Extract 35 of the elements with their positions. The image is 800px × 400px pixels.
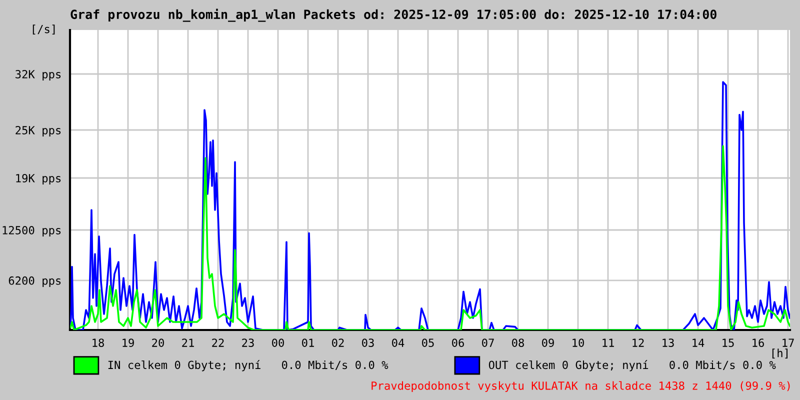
y-tick-label: 6200 pps [8,276,61,287]
x-axis-title: [h] [772,348,788,359]
x-tick-label: 19 [122,338,134,347]
x-tick-label: 16 [752,338,764,347]
x-tick-label: 05 [422,338,434,347]
x-tick-label: 02 [332,338,344,347]
x-tick-label: 12 [632,338,644,347]
x-tick-label: 14 [692,338,704,347]
x-tick-label: 08 [512,338,524,347]
x-tick-label: 07 [482,338,494,347]
legend-label: IN celkem 0 Gbyte; nyní 0.0 Mbit/s 0.0 % [108,360,388,372]
y-tick-label: 19K pps [16,174,61,185]
x-tick-label: 23 [242,338,254,347]
x-tick-label: 18 [92,338,104,347]
x-tick-label: 03 [362,338,374,347]
y-tick-label: 32K pps [16,70,61,81]
legend-label: OUT celkem 0 Gbyte; nyní 0.0 Mbit/s 0.0 % [488,360,776,372]
y-tick-label: 25K pps [16,126,61,137]
x-tick-label: 04 [392,338,404,347]
x-tick-label: 01 [302,338,314,347]
x-tick-label: 15 [722,338,734,347]
x-tick-label: 09 [542,338,554,347]
y-tick-label: 12500 pps [2,226,61,237]
y-axis-title: [/s] [32,24,55,35]
x-tick-label: 13 [662,338,674,347]
x-tick-label: 00 [272,338,284,347]
chart-title: Graf provozu nb_komin_ap1_wlan Packets od: 2025-12-09 17:05:00 do: 2025-12-10 17:04:00 [70,8,716,22]
x-tick-label: 21 [182,338,194,347]
text: Pravdepodobnost vyskytu KULATAK na skladce 1438 z 1440 (99.9 %) [372,381,790,392]
x-tick-label: 20 [152,338,164,347]
x-tick-label: 17 [782,338,794,347]
x-tick-label: 22 [212,338,224,347]
x-tick-label: 10 [572,338,584,347]
x-tick-label: 11 [602,338,614,347]
x-tick-label: 06 [452,338,464,347]
